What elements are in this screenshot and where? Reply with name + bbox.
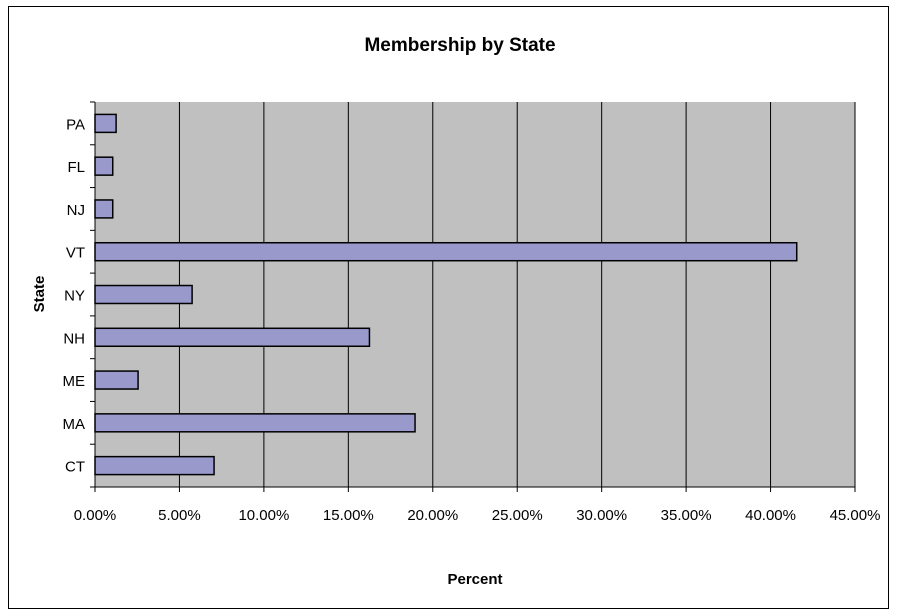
y-tick-label: VT (66, 245, 85, 262)
bar-fl (94, 156, 114, 176)
y-tick-label: NH (63, 330, 85, 347)
x-tick-label: 0.00% (74, 507, 117, 524)
y-tick-label: NJ (67, 202, 85, 219)
x-tick-label: 45.00% (830, 507, 881, 524)
bar-vt (94, 241, 798, 262)
bar-ma (94, 413, 416, 433)
y-axis-title: State (31, 276, 48, 313)
y-tick-labels: CT MA ME NH NY VT NJ FL PA (63, 116, 86, 475)
bar-pa (94, 113, 117, 134)
bar-ct (94, 455, 215, 476)
x-tick-label: 30.00% (576, 507, 627, 524)
x-axis-title: Percent (447, 571, 502, 588)
bar-ny (94, 284, 193, 305)
bar-nh (94, 327, 371, 348)
x-tick-label: 35.00% (661, 507, 712, 524)
x-tick-label: 20.00% (407, 507, 458, 524)
x-tick-label: 15.00% (323, 507, 374, 524)
bar-nj (94, 199, 114, 219)
x-tick-label: 10.00% (238, 507, 289, 524)
y-tick-label: PA (66, 116, 85, 133)
x-tick-labels: 0.00% 5.00% 10.00% 15.00% 20.00% 25.00% 30.00%… (74, 507, 881, 524)
bars (94, 113, 798, 476)
x-tick-label: 40.00% (745, 507, 796, 524)
y-tick-label: CT (65, 459, 85, 476)
y-tick-label: ME (63, 373, 86, 390)
x-tick-label: 25.00% (492, 507, 543, 524)
y-tick-label: NY (64, 288, 85, 305)
y-tick-label: FL (67, 159, 85, 176)
x-tick-label: 5.00% (158, 507, 201, 524)
chart-title: Membership by State (364, 35, 555, 56)
bar-me (94, 370, 139, 390)
y-tick-label: MA (63, 416, 86, 433)
axes (90, 101, 856, 492)
